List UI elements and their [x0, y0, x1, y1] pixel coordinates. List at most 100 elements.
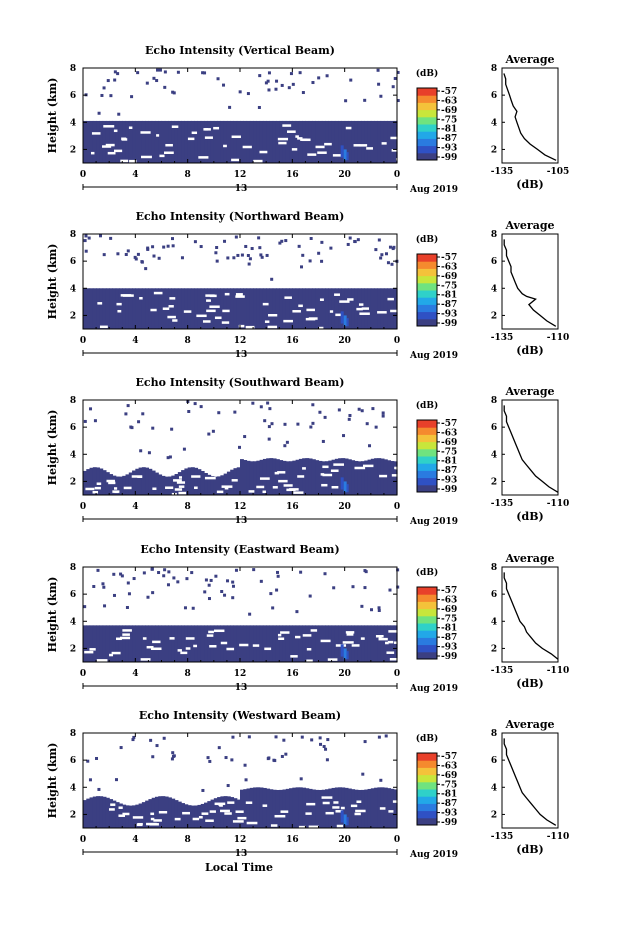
echo-cell [370, 788, 375, 828]
echo-cell [361, 461, 365, 495]
colorbar-unit: (dB) [416, 567, 438, 578]
echo-gap [128, 126, 133, 129]
echo-cell [249, 625, 254, 662]
echo-cell [170, 757, 174, 761]
echo-cell [326, 738, 330, 742]
echo-cell [390, 788, 395, 828]
x-tick-label: 0 [80, 336, 86, 346]
echo-cell [351, 460, 356, 495]
echo-gap [235, 295, 245, 298]
echo-gap [92, 490, 99, 494]
echo-gap [395, 157, 404, 161]
echo-cell [214, 251, 218, 255]
echo-cell [262, 625, 267, 662]
echo-gap [187, 137, 195, 141]
colorbar-segment [417, 102, 437, 111]
echo-cell [275, 789, 280, 828]
echo-cell [299, 570, 303, 574]
echo-cell [86, 798, 91, 828]
echo-cell [128, 805, 133, 828]
echo-cell [157, 571, 161, 575]
colorbar-segment [417, 767, 437, 776]
x-tick-label: 0 [394, 669, 400, 679]
echo-cell [86, 469, 91, 495]
colorbar-segment [417, 88, 437, 96]
panel-title: Echo Intensity (Northward Beam) [136, 210, 345, 223]
echo-cell [282, 460, 287, 495]
echo-cell [134, 257, 138, 261]
echo-cell [388, 588, 392, 592]
echo-cell [311, 421, 315, 425]
echo-gap [209, 294, 217, 298]
echo-gap [306, 308, 315, 312]
echo-cell [262, 120, 267, 163]
echo-cell [361, 625, 365, 662]
echo-cell [380, 288, 385, 329]
echo-cell [230, 469, 235, 495]
echo-cell [360, 409, 364, 413]
echo-cell [370, 608, 374, 612]
echo-cell [274, 87, 278, 91]
echo-cell [238, 90, 242, 94]
echo-cell [364, 120, 369, 163]
echo-cell [266, 458, 271, 495]
echo-cell [269, 592, 273, 596]
y-tick-label: 8 [70, 563, 76, 573]
echo-cell [234, 568, 238, 572]
echo-cell [109, 288, 114, 329]
echo-cell [315, 460, 320, 495]
average-y-tick-label: 6 [491, 91, 497, 101]
echo-gap [277, 137, 289, 141]
echo-gap [146, 822, 157, 826]
colorbar-tick-label: -75 [441, 614, 457, 624]
echo-cell [363, 98, 367, 102]
echo-gap [335, 313, 342, 317]
echo-cell [220, 120, 225, 163]
echo-gap [355, 809, 366, 813]
echo-gap [191, 131, 198, 135]
echo-gap [291, 148, 298, 151]
echo-cell [331, 120, 336, 163]
echo-gap [274, 814, 286, 818]
echo-cell [102, 288, 107, 329]
echo-cell [199, 405, 203, 409]
echo-cell [125, 625, 130, 662]
echo-cell [163, 85, 167, 89]
echo-cell [325, 758, 329, 762]
panel-title: Echo Intensity (Vertical Beam) [145, 44, 335, 57]
echo-cell [116, 252, 120, 256]
echo-cell [275, 459, 280, 495]
echo-gap [379, 807, 386, 810]
echo-gap [272, 486, 278, 489]
echo-gap [129, 159, 137, 163]
echo-cell [279, 789, 284, 828]
echo-cell [132, 577, 136, 581]
echo-gap [192, 817, 200, 821]
colorbar-tick-label: -99 [441, 652, 457, 662]
average-profile-line [503, 405, 559, 493]
echo-cell [204, 473, 208, 495]
echo-cell [138, 625, 143, 662]
echo-cell [302, 120, 307, 163]
echo-cell [262, 288, 267, 329]
echo-gap [193, 644, 198, 648]
echo-gap [121, 137, 127, 141]
average-y-tick-label: 4 [491, 118, 497, 128]
date-suffix: Aug 2019 [409, 185, 458, 195]
echo-cell [347, 120, 352, 163]
echo-cell [86, 120, 91, 163]
echo-gap [206, 634, 214, 637]
x-tick-label: 20 [338, 669, 351, 679]
echo-cell [201, 788, 205, 792]
echo-cell [168, 476, 172, 495]
echo-cell [197, 625, 202, 662]
echo-cell [292, 787, 297, 828]
colorbar-segment [417, 615, 437, 624]
colorbar-tick-label: -69 [441, 438, 457, 448]
echo-gap [219, 804, 223, 807]
echo-cell [223, 239, 227, 243]
echo-cell [164, 476, 169, 495]
colorbar-segment [417, 427, 437, 435]
echo-cell [183, 606, 187, 610]
echo-cell [187, 625, 192, 662]
